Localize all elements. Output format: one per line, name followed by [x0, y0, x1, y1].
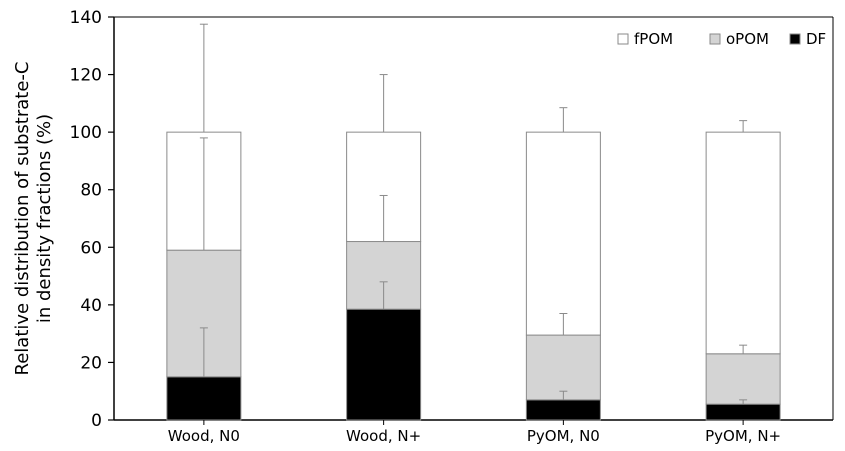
bar-segment-df	[166, 376, 242, 421]
y-axis-title-line: Relative distribution of substrate-C	[12, 62, 33, 376]
legend-swatch-opom	[709, 33, 721, 45]
x-category-label: Wood, N+	[346, 427, 421, 445]
bar-segment-opom	[705, 353, 781, 405]
y-axis-title: Relative distribution of substrate-Cin d…	[12, 62, 55, 376]
x-categories: Wood, N0 Wood, N+ PyOM, N0 PyOM, N+	[168, 420, 781, 445]
bar-segment-fpom	[705, 131, 781, 355]
legend-swatch-df	[789, 33, 801, 45]
legend-label-df: DF	[806, 30, 826, 48]
x-category-label: PyOM, N0	[527, 427, 600, 445]
y-tick-label: 100	[70, 123, 102, 143]
y-ticks: 0 20 40 60 80 100 120 140	[70, 8, 114, 431]
x-category-label: PyOM, N+	[705, 427, 781, 445]
bar-segment-fpom	[525, 131, 601, 336]
y-tick-label: 60	[80, 238, 102, 258]
legend-label-opom: oPOM	[726, 30, 769, 48]
bar-segment-df	[346, 308, 422, 421]
y-axis-title-line: in density fractions (%)	[34, 114, 55, 323]
y-tick-label: 20	[80, 353, 102, 373]
bar-segment-df	[525, 399, 601, 421]
bar-segment-opom	[525, 334, 601, 401]
y-tick-label: 80	[80, 181, 102, 201]
legend-label-fpom: fPOM	[634, 30, 673, 48]
y-tick-label: 0	[91, 411, 102, 431]
y-tick-label: 140	[70, 8, 102, 28]
bars	[166, 131, 781, 421]
y-tick-label: 40	[80, 296, 102, 316]
legend-swatch-fpom	[617, 33, 629, 45]
error-bars	[199, 23, 748, 405]
x-category-label: Wood, N0	[168, 427, 240, 445]
y-tick-label: 120	[70, 66, 102, 86]
bar-segment-df	[705, 403, 781, 421]
legend: fPOM oPOM DF	[617, 30, 826, 48]
